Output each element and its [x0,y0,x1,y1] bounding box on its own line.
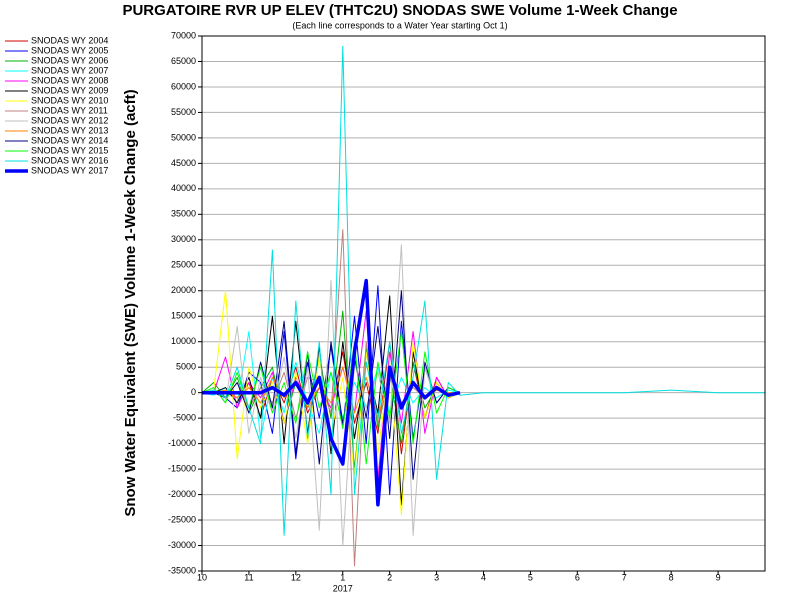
y-tick-label: 70000 [171,30,196,40]
y-tick-label: 50000 [171,132,196,142]
chart-title: PURGATOIRE RVR UP ELEV (THTC2U) SNODAS S… [122,2,677,19]
x-tick-label: 9 [716,572,721,582]
y-tick-label: 55000 [171,107,196,117]
y-tick-label: 60000 [171,81,196,91]
y-axis-label: Snow Water Equivalent (SWE) Volume 1-Wee… [122,89,139,516]
x-tick-label: 11 [244,572,253,582]
legend-label: SNODAS WY 2015 [31,145,108,155]
chart-subtitle: (Each line corresponds to a Water Year s… [292,20,507,30]
y-tick-label: 20000 [171,285,196,295]
legend-label: SNODAS WY 2008 [31,75,108,85]
x-tick-label: 5 [528,572,533,582]
y-tick-label: 30000 [171,234,196,244]
y-tick-label: -30000 [168,540,196,550]
x-tick-label: 7 [622,572,627,582]
legend-label: SNODAS WY 2013 [31,125,108,135]
plot-area [201,45,765,567]
y-tick-label: -5000 [173,413,196,423]
axes: -35000 -30000 -25000 -20000 -15000 -10000 -500… [168,30,721,593]
y-tick-label: -25000 [168,514,196,524]
series-line [202,278,461,507]
y-tick-label: -35000 [168,565,196,575]
y-tick-label: 40000 [171,183,196,193]
legend-label: SNODAS WY 2014 [31,135,108,145]
x-tick-label: 8 [669,572,674,582]
y-tick-label: -10000 [168,438,196,448]
series-line [202,290,461,480]
x-tick-label: 6 [575,572,580,582]
y-tick-label: 15000 [171,311,196,321]
legend-label: SNODAS WY 2004 [31,35,108,45]
series-line [202,295,461,506]
y-tick-label: 5000 [176,362,196,372]
legend-label: SNODAS WY 2010 [31,95,108,105]
x-tick-label: 3 [434,572,439,582]
legend-label: SNODAS WY 2017 [31,165,108,175]
y-tick-label: -20000 [168,489,196,499]
legend-label: SNODAS WY 2005 [31,45,108,55]
legend-label: SNODAS WY 2009 [31,85,108,95]
x-tick-label: 10 [197,572,207,582]
legend-label: SNODAS WY 2016 [31,155,108,165]
legend-label: SNODAS WY 2006 [31,55,108,65]
y-tick-label: 0 [191,387,196,397]
y-tick-label: 35000 [171,209,196,219]
y-tick-label: 25000 [171,260,196,270]
x-tick-label: 2 [387,572,392,582]
y-tick-label: 45000 [171,158,196,168]
x-tick-label: 12 [291,572,301,582]
y-tick-label: -15000 [168,463,196,473]
year-label: 2017 [333,583,353,593]
legend-label: SNODAS WY 2011 [31,105,108,115]
y-tick-label: 65000 [171,56,196,66]
legend-label: SNODAS WY 2007 [31,65,108,75]
x-tick-label: 1 [340,572,345,582]
y-tick-label: 10000 [171,336,196,346]
series-line [201,244,461,546]
x-tick-label: 4 [481,572,486,582]
legend-label: SNODAS WY 2012 [31,115,108,125]
